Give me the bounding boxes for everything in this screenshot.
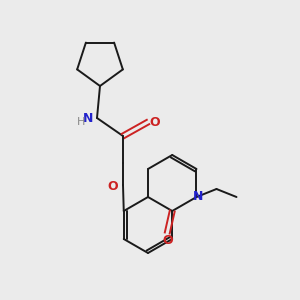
Text: O: O xyxy=(162,235,172,248)
Text: N: N xyxy=(193,190,204,203)
Text: O: O xyxy=(108,181,118,194)
Text: N: N xyxy=(83,112,93,125)
Text: O: O xyxy=(150,116,160,128)
Text: H: H xyxy=(77,117,85,127)
